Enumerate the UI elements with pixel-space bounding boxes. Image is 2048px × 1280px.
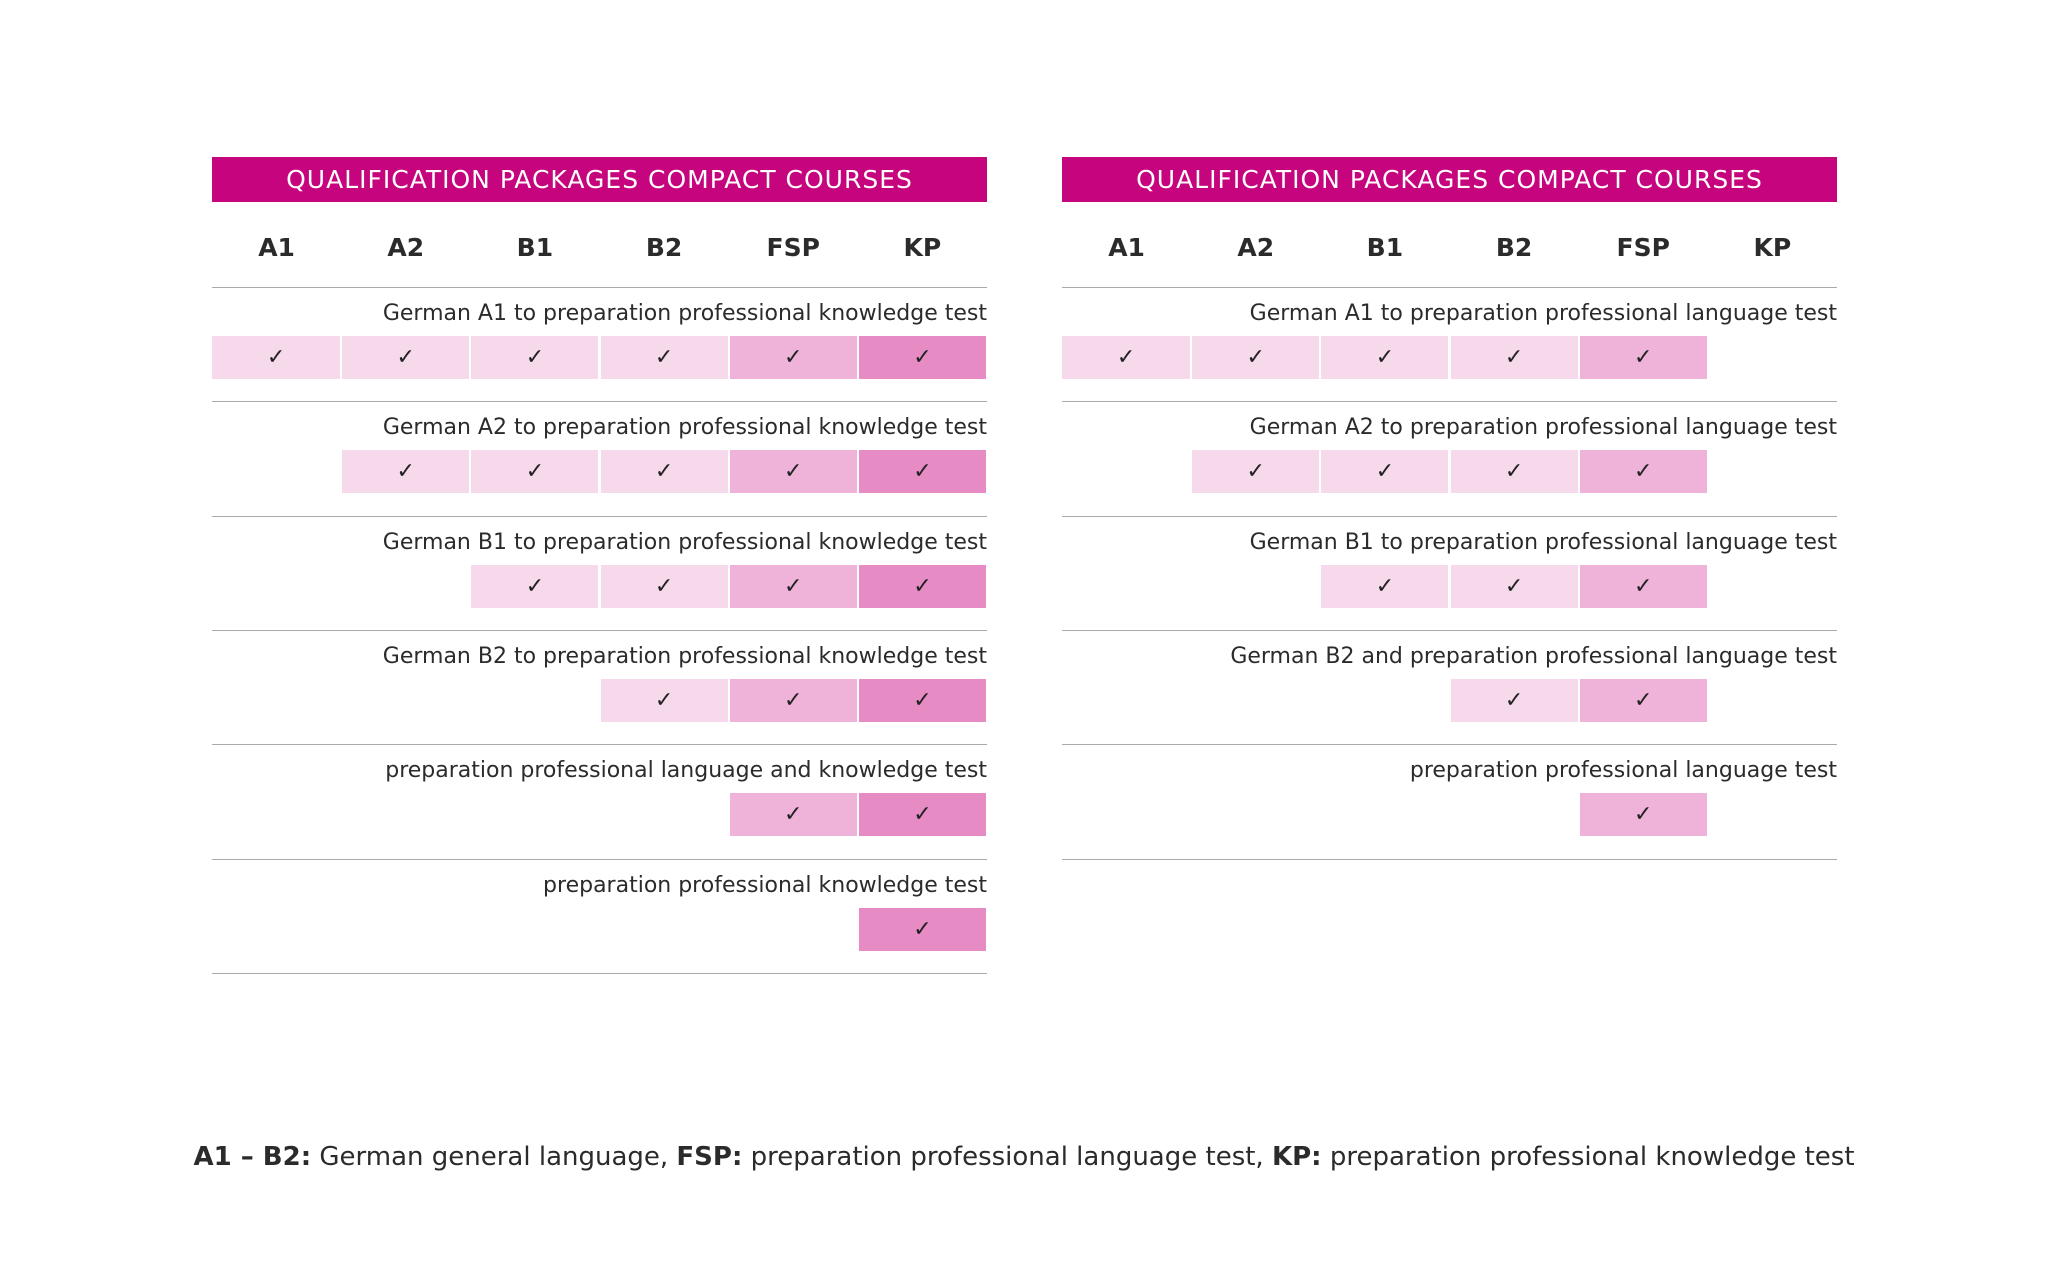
rule <box>1062 629 1837 631</box>
row-label: German B2 to preparation professional kn… <box>382 643 987 669</box>
footer-term: FSP: <box>676 1142 743 1172</box>
check-cell: ✓ <box>342 336 470 379</box>
check-cell: ✓ <box>1321 450 1449 494</box>
column-header: A1 <box>1108 233 1145 262</box>
check-cell: ✓ <box>858 564 986 608</box>
footer-desc: German general language, <box>319 1142 669 1172</box>
column-header: A2 <box>1237 233 1275 262</box>
column-header: B1 <box>516 233 554 262</box>
footer-desc: preparation professional language test, <box>750 1142 1264 1172</box>
check-cell: ✓ <box>1579 564 1707 608</box>
check-cell: ✓ <box>1579 336 1707 379</box>
check-cell: ✓ <box>600 564 728 608</box>
row-label: German A2 to preparation professional kn… <box>382 415 987 441</box>
footer-desc: preparation professional knowledge test <box>1329 1142 1855 1172</box>
table-title: QUALIFICATION PACKAGES COMPACT COURSES <box>212 157 987 202</box>
check-cell: ✓ <box>729 564 857 608</box>
table-title: QUALIFICATION PACKAGES COMPACT COURSES <box>1062 157 1837 202</box>
column-header: FSP <box>766 233 820 262</box>
column-header: KP <box>903 233 942 262</box>
rule <box>1062 401 1837 403</box>
check-cell: ✓ <box>1450 336 1578 379</box>
rule <box>1062 744 1837 746</box>
column-header: A2 <box>387 233 425 262</box>
rule <box>212 744 987 746</box>
rule <box>1062 515 1837 517</box>
check-cell: ✓ <box>212 336 341 379</box>
footer: A1 – B2: German general language, FSP: p… <box>0 1142 2048 1172</box>
rule <box>212 858 987 860</box>
column-header: KP <box>1753 233 1792 262</box>
check-cell: ✓ <box>1579 678 1707 722</box>
check-cell: ✓ <box>729 678 857 722</box>
check-cell: ✓ <box>1062 336 1191 379</box>
rule <box>1062 858 1837 860</box>
check-cell: ✓ <box>1321 564 1449 608</box>
check-cell: ✓ <box>1192 450 1320 494</box>
row-label: preparation professional language and kn… <box>385 758 987 784</box>
rule <box>212 515 987 517</box>
row-label: German A1 to preparation professional la… <box>1249 301 1837 326</box>
check-cell: ✓ <box>471 564 599 608</box>
check-cell: ✓ <box>1450 450 1578 494</box>
rule <box>212 287 987 288</box>
row-label: German A2 to preparation professional la… <box>1249 415 1837 441</box>
column-header: B2 <box>1495 233 1533 262</box>
rule <box>1062 287 1837 288</box>
check-cell: ✓ <box>1450 678 1578 722</box>
row-label: German B2 and preparation professional l… <box>1230 643 1837 669</box>
check-cell: ✓ <box>729 450 857 494</box>
rule <box>212 401 987 403</box>
check-cell: ✓ <box>729 336 857 379</box>
check-cell: ✓ <box>858 450 986 494</box>
check-cell: ✓ <box>600 336 728 379</box>
check-cell: ✓ <box>858 678 986 722</box>
row-label: German A1 to preparation professional kn… <box>382 301 987 326</box>
check-cell: ✓ <box>1321 336 1449 379</box>
rule <box>212 629 987 631</box>
check-cell: ✓ <box>471 450 599 494</box>
column-header: B2 <box>645 233 683 262</box>
check-cell: ✓ <box>858 907 986 951</box>
check-cell: ✓ <box>471 336 599 379</box>
check-cell: ✓ <box>858 793 986 837</box>
column-header: A1 <box>258 233 295 262</box>
check-cell: ✓ <box>858 336 986 379</box>
check-cell: ✓ <box>1579 793 1707 837</box>
check-cell: ✓ <box>1450 564 1578 608</box>
check-cell: ✓ <box>600 678 728 722</box>
row-label: German B1 to preparation professional kn… <box>382 529 987 555</box>
column-header: B1 <box>1366 233 1404 262</box>
row-label: German B1 to preparation professional la… <box>1249 529 1837 555</box>
column-header: FSP <box>1616 233 1670 262</box>
check-cell: ✓ <box>729 793 857 837</box>
footer-term: KP: <box>1271 1142 1322 1172</box>
check-cell: ✓ <box>1579 450 1707 494</box>
check-cell: ✓ <box>342 450 470 494</box>
row-label: preparation professional language test <box>1409 758 1837 784</box>
row-label: preparation professional knowledge test <box>543 872 987 898</box>
rule <box>212 972 987 974</box>
check-cell: ✓ <box>600 450 728 494</box>
check-cell: ✓ <box>1192 336 1320 379</box>
footer-term: A1 – B2: <box>193 1142 312 1172</box>
